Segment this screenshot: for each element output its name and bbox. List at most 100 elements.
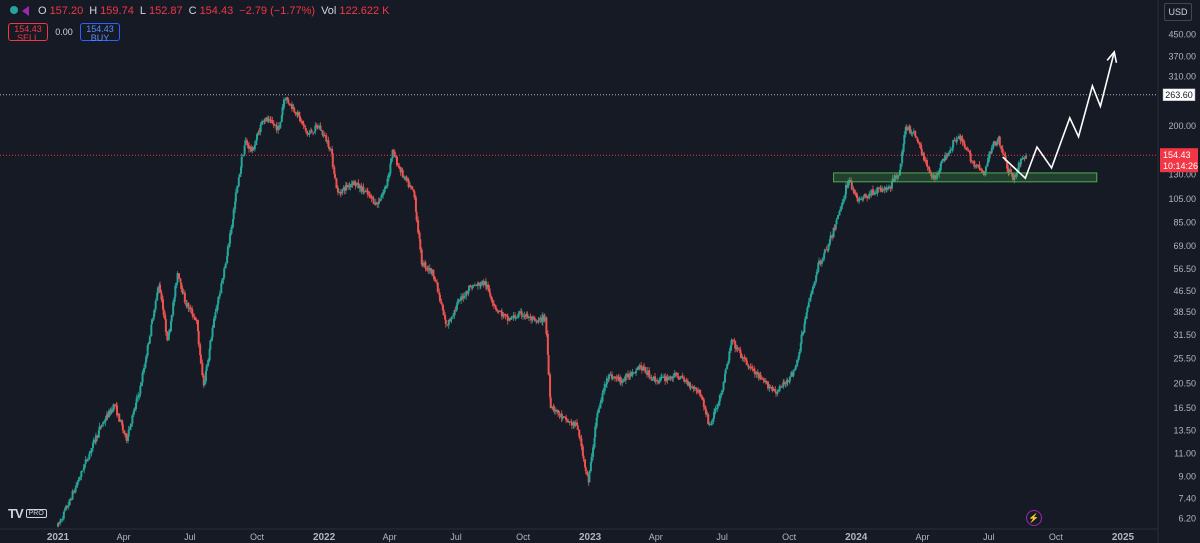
candle [605, 375, 608, 388]
candle [444, 312, 447, 320]
buy-button[interactable]: 154.43 BUY [80, 23, 120, 43]
candle [94, 432, 97, 445]
candle [145, 353, 148, 364]
candle [953, 137, 956, 142]
y-tick-label: 69.00 [1173, 241, 1196, 251]
candle [934, 174, 937, 180]
tradingview-logo[interactable]: TV PRO [8, 506, 47, 521]
candle [595, 417, 598, 430]
candle [786, 378, 789, 386]
candle [473, 282, 476, 287]
candle [805, 311, 808, 320]
candle [897, 174, 900, 180]
time-axis: 2021 Apr Jul Oct 2022 Apr Jul Oct 2023 Apr Jul Oct 2… [0, 528, 1158, 543]
candle [911, 132, 914, 137]
lightning-icon[interactable]: ⚡ [1026, 510, 1042, 526]
candle [376, 202, 379, 209]
candle [526, 311, 529, 319]
candle [1019, 157, 1022, 167]
candle [80, 470, 83, 481]
candle [243, 144, 246, 157]
currency-selector[interactable]: USD [1164, 3, 1192, 21]
candle [166, 331, 169, 342]
x-tick-label: Oct [782, 532, 797, 542]
candle [217, 295, 220, 306]
candle [906, 125, 909, 132]
y-tick-label: 38.50 [1173, 307, 1196, 317]
candle [895, 173, 898, 180]
candle [755, 370, 758, 378]
candle [312, 132, 315, 136]
candle [73, 489, 76, 494]
y-tick-label: 450.00 [1168, 29, 1196, 39]
candle [88, 450, 91, 461]
candle [384, 184, 387, 192]
candle [831, 233, 834, 241]
candle [637, 365, 640, 370]
candle [625, 373, 628, 376]
candle [722, 380, 725, 392]
sell-button[interactable]: 154.43 SELL [8, 23, 48, 43]
candle [69, 497, 72, 501]
x-tick-label: Jul [983, 532, 995, 542]
candle [825, 245, 828, 251]
candle [815, 269, 818, 279]
resistance-price-label: 263.60 [1162, 88, 1196, 102]
chart-overlays [0, 50, 1158, 183]
candle [182, 289, 185, 295]
candle [596, 409, 599, 421]
candle [403, 176, 406, 181]
candle [1022, 156, 1025, 160]
candle [485, 281, 488, 291]
candle [288, 103, 291, 107]
candle [428, 264, 431, 274]
candle [71, 489, 74, 500]
candle [775, 391, 778, 398]
candle [299, 115, 302, 123]
candle [740, 351, 743, 359]
candle [125, 432, 128, 444]
candle [671, 375, 674, 382]
candle [269, 116, 272, 124]
open-value: 157.20 [49, 5, 84, 17]
candle [532, 315, 535, 319]
candle [476, 281, 479, 290]
candle [648, 373, 651, 378]
x-tick-label: Jul [716, 532, 728, 542]
candle [988, 150, 991, 162]
svg-text:263.60: 263.60 [1165, 90, 1193, 100]
candle [362, 183, 365, 195]
candle [370, 194, 373, 203]
candle [870, 189, 873, 198]
y-tick-label: 56.50 [1173, 264, 1196, 274]
candle [965, 147, 968, 151]
candle [226, 244, 229, 259]
candlestick-series [57, 96, 1028, 528]
candle [399, 166, 402, 176]
candle [652, 375, 655, 381]
candle [666, 373, 669, 384]
candle [424, 260, 427, 272]
support-zone[interactable] [833, 172, 1098, 183]
candle [662, 373, 665, 379]
candle [712, 418, 715, 425]
y-tick-label: 85.00 [1173, 218, 1196, 228]
x-tick-label: Apr [383, 532, 397, 542]
candle [236, 185, 239, 194]
candle [973, 160, 976, 169]
candle [506, 313, 509, 325]
candle [75, 481, 78, 490]
candle [747, 363, 750, 370]
candle [469, 284, 472, 288]
candle [975, 163, 978, 169]
candle [1023, 155, 1026, 162]
candle [693, 384, 696, 391]
candle [893, 173, 896, 183]
projection-path[interactable] [1002, 51, 1116, 180]
candle [889, 185, 892, 192]
candle [98, 422, 101, 434]
candle [139, 382, 142, 398]
x-tick-label: Apr [649, 532, 663, 542]
candle [335, 177, 338, 189]
